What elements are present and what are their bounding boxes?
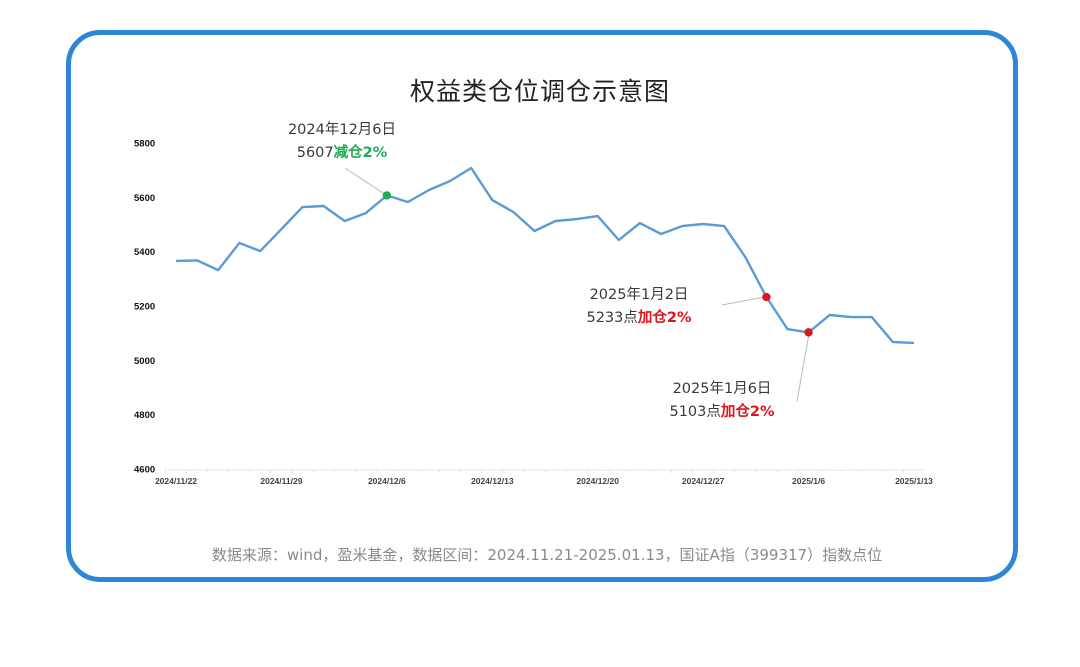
trade-markers [382, 191, 813, 337]
chart-frame [66, 30, 1018, 582]
annotation-value: 5607 [296, 145, 334, 161]
trade-marker-dot [762, 292, 771, 302]
data-source-note: 数据来源：wind，盈米基金，数据区间：2024.11.21-2025.01.1… [211, 546, 883, 564]
y-tick-label: 5800 [134, 139, 155, 150]
y-tick-label: 5400 [134, 247, 155, 258]
annotation-value: 5103点 [669, 404, 721, 420]
x-tick-label: 2024/12/20 [576, 476, 619, 486]
x-tick-label: 2025/1/13 [895, 476, 933, 486]
y-axis: 4600 4800 5000 5200 5400 5600 5800 [134, 139, 155, 476]
annotation-reduce-20241206: 2024年12月6日 5607减仓2% [280, 119, 404, 165]
x-tick-label: 2025/1/6 [792, 476, 825, 486]
y-tick-label: 5600 [134, 193, 155, 204]
x-tick-label: 2024/12/6 [368, 476, 406, 486]
y-tick-label: 4800 [134, 410, 155, 421]
x-tick-label: 2024/12/13 [471, 476, 514, 486]
leader-line-2 [721, 296, 766, 306]
leader-line-1 [344, 167, 387, 196]
x-tick-label: 2024/11/29 [260, 476, 302, 486]
chart-title: 权益类仓位调仓示意图 [409, 77, 670, 106]
trade-marker-dot [804, 328, 813, 337]
y-tick-label: 5200 [134, 302, 155, 313]
annotation-date: 2025年1月6日 [672, 381, 772, 397]
annotation-add-20250106: 2025年1月6日 5103点加仓2% [661, 378, 783, 424]
annotation-add-20250102: 2025年1月2日 5233点加仓2% [578, 284, 700, 330]
annotation-action: 减仓2% [333, 145, 388, 161]
index-series-line [175, 166, 915, 345]
trade-marker-dot [382, 191, 392, 200]
annotation-value: 5233点 [586, 310, 638, 326]
annotation-action: 加仓2% [637, 310, 692, 326]
leader-line-3 [796, 333, 810, 402]
x-tick-label: 2024/12/27 [682, 476, 725, 486]
x-tick-label: 2024/11/22 [155, 476, 197, 486]
annotation-date: 2024年12月6日 [287, 122, 397, 138]
annotation-leader-lines [344, 167, 810, 402]
annotation-action: 加仓2% [720, 404, 775, 420]
y-tick-label: 5000 [134, 356, 155, 367]
annotation-date: 2025年1月2日 [589, 287, 689, 303]
x-axis: 2024/11/22 2024/11/29 2024/12/6 2024/12/13 2… [155, 469, 933, 486]
y-tick-label: 4600 [134, 465, 155, 476]
